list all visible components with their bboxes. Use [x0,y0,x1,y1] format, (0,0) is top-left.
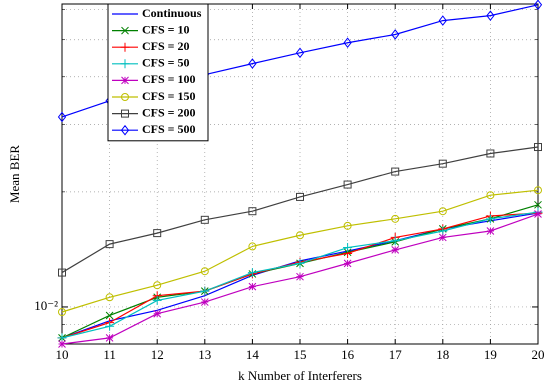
marker [296,231,304,240]
marker [121,109,129,118]
x-axis-label: k Number of Interferers [238,368,362,383]
x-tick-label: 20 [532,347,545,362]
marker [247,268,257,278]
marker [120,42,130,52]
x-tick-label: 10 [56,347,69,362]
marker [485,214,495,224]
marker [391,246,400,254]
marker [57,111,67,123]
marker [121,76,129,85]
legend-label: CFS = 500 [142,122,196,136]
legend-label: Continuous [142,6,202,20]
marker [534,143,542,152]
marker [438,233,447,242]
marker [58,340,66,348]
marker [534,186,542,195]
marker [248,207,257,216]
marker [391,214,400,223]
marker [295,47,305,59]
x-tick-label: 15 [294,347,307,362]
x-tick-label: 13 [198,347,211,362]
y-axis-label: Mean BER [7,145,22,203]
marker [391,29,400,40]
legend-label: CFS = 100 [142,72,196,86]
x-tick-label: 14 [246,347,260,362]
marker [153,229,162,238]
marker [343,259,352,268]
marker [438,15,447,26]
marker [390,236,400,246]
marker [248,242,257,251]
marker [153,281,162,290]
marker [391,167,400,176]
legend: Continuous CFS = 10 CFS = 20 CFS = 50 CFS = … [107,3,209,142]
marker [248,58,257,69]
marker [343,243,353,253]
marker [120,59,130,69]
legend-label: CFS = 150 [142,89,196,103]
marker [152,295,162,305]
marker [343,180,352,189]
marker [153,309,162,318]
legend-label: CFS = 10 [142,22,190,36]
marker [105,334,114,342]
marker [200,286,210,296]
series-line [61,146,539,274]
marker [343,221,352,230]
legend-label: CFS = 20 [142,39,190,53]
marker [200,215,209,224]
marker [343,37,352,49]
marker [534,200,542,209]
marker [438,207,447,216]
marker [486,191,495,200]
x-tick-label: 18 [436,347,449,362]
marker [105,321,115,331]
series-line [61,189,539,313]
marker [105,311,114,320]
marker [533,0,543,11]
marker [295,258,305,268]
legend-label: CFS = 50 [142,56,190,70]
marker [200,267,209,276]
marker [121,93,129,101]
x-tick-label: 19 [484,347,497,362]
legend-label: CFS = 200 [142,105,196,119]
x-tick-label: 16 [341,347,355,362]
marker [58,308,66,317]
x-tick-label: 11 [103,347,116,362]
marker [438,159,447,168]
marker [105,293,114,302]
marker [486,149,495,158]
marker [58,268,66,277]
x-tick-label: 12 [151,347,164,362]
marker [105,240,114,249]
marker [248,282,257,291]
marker [200,298,209,306]
y-tick-label: 10⁻² [34,298,58,313]
marker [121,26,129,35]
marker [296,192,304,201]
marker [534,210,542,218]
marker [486,10,495,21]
marker [120,124,130,136]
marker [296,272,304,281]
x-tick-label: 17 [389,347,403,362]
legend-box [107,3,209,142]
marker [486,227,495,235]
plot-frame [61,3,539,345]
